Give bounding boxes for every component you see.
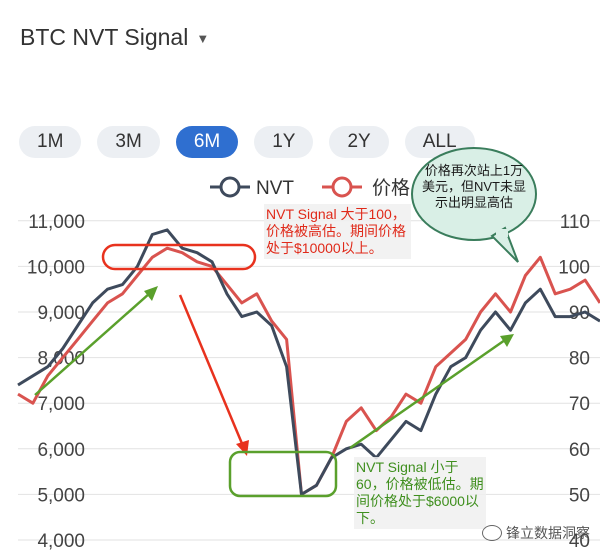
red-arrow — [178, 294, 245, 447]
watermark: 锋立数据洞察 — [482, 523, 590, 543]
speech-bubble-joint — [496, 229, 508, 237]
red-arrow-head — [236, 440, 249, 456]
chart-title-text: BTC NVT Signal — [20, 24, 189, 50]
chart-title[interactable]: BTC NVT Signal ▼ — [20, 24, 209, 51]
right-tick-label: 100 — [558, 257, 590, 278]
right-tick-label: 70 — [569, 394, 590, 415]
green-arrow-right-head — [500, 334, 514, 347]
legend-nvt-marker — [219, 176, 241, 198]
right-tick-label: 80 — [569, 349, 590, 370]
range-selector: 1M 3M 6M 1Y 2Y ALL — [19, 126, 475, 158]
overvalued-note: NVT Signal 大于100，价格被高估。期间价格处于$10000以上。 — [264, 204, 411, 259]
left-tick-label: 9,000 — [37, 303, 85, 324]
grid-lines — [18, 220, 600, 541]
range-1y-button[interactable]: 1Y — [254, 126, 314, 158]
axis-ticks: 4,0005,0006,0007,0008,0009,00010,00011,0… — [27, 212, 590, 552]
left-tick-label: 6,000 — [37, 440, 85, 461]
low-zone-outline — [228, 450, 338, 498]
left-tick-label: 7,000 — [37, 394, 85, 415]
chevron-down-icon[interactable]: ▼ — [196, 31, 210, 46]
bubble-note: 价格再次站上1万美元，但NVT未显示出明显高估 — [421, 163, 526, 210]
left-tick-label: 4,000 — [37, 531, 85, 552]
range-6m-button[interactable]: 6M — [175, 126, 239, 158]
speech-bubble — [411, 147, 537, 241]
left-tick-label: 5,000 — [37, 485, 85, 506]
left-tick-label: 10,000 — [27, 257, 85, 278]
right-tick-label: 60 — [569, 440, 590, 461]
range-2y-button[interactable]: 2Y — [329, 126, 389, 158]
high-zone-outline — [101, 243, 257, 271]
right-tick-label: 50 — [569, 485, 590, 506]
range-3m-button[interactable]: 3M — [97, 126, 160, 158]
legend: NVT 价格 — [210, 176, 410, 199]
nvt-series-line — [17, 228, 600, 496]
range-1m-button[interactable]: 1M — [19, 126, 82, 158]
legend-nvt-label: NVT — [256, 178, 294, 199]
legend-price-marker — [331, 176, 353, 198]
green-arrow-right — [349, 338, 506, 450]
wechat-icon — [482, 525, 502, 541]
watermark-text: 锋立数据洞察 — [506, 525, 590, 541]
right-tick-label: 110 — [560, 212, 590, 233]
price-series-line — [17, 246, 600, 496]
right-tick-label: 40 — [569, 531, 590, 552]
green-arrow-left-head — [144, 286, 158, 301]
undervalued-note: NVT Signal 小于60，价格被低估。期间价格处于$6000以下。 — [354, 457, 486, 529]
green-arrow-left — [34, 292, 151, 396]
left-tick-label: 11,000 — [28, 212, 85, 233]
series-lines — [17, 228, 600, 496]
legend-price-label: 价格 — [372, 177, 410, 199]
